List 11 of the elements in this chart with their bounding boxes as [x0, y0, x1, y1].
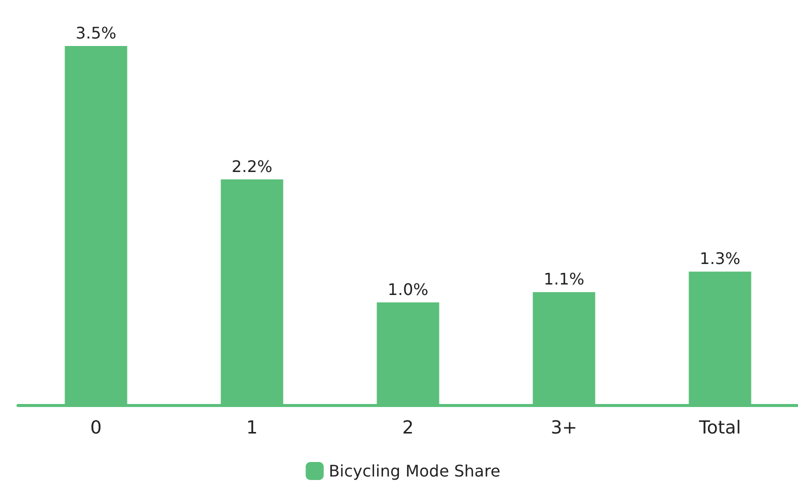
data-label: 2.2% [232, 156, 272, 176]
data-label: 1.1% [544, 270, 584, 289]
data-label: 3.5% [76, 24, 116, 42]
legend-label: Bicycling Mode Share [328, 462, 500, 480]
x-tick-label: 3+ [550, 418, 578, 438]
x-tick-label: 2 [402, 418, 414, 438]
x-tick-label: Total [698, 418, 742, 438]
data-label: 1.0% [388, 280, 428, 299]
x-tick-label: 1 [246, 418, 258, 438]
x-tick-label: 0 [90, 418, 102, 438]
data-label: 1.3% [700, 249, 740, 268]
